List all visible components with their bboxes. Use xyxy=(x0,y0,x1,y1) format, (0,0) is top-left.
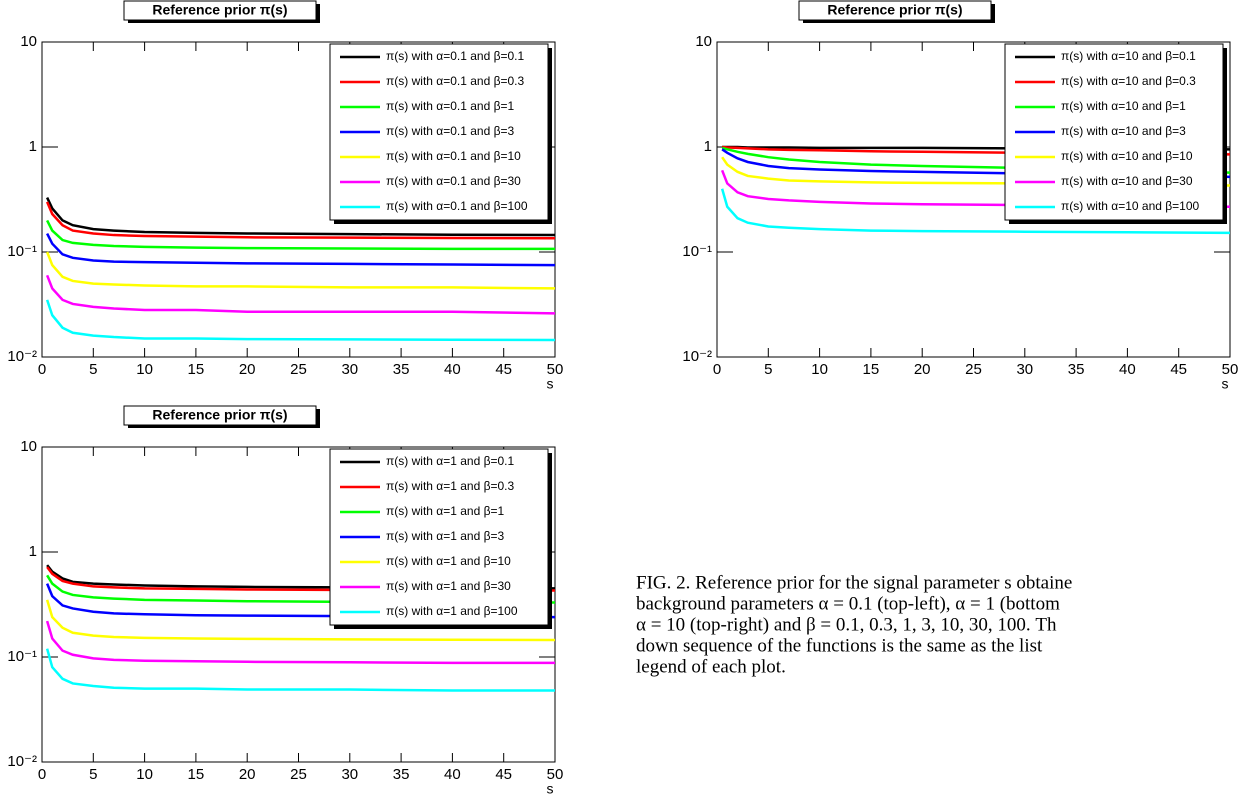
legend-label: π(s) with α=1 and β=10 xyxy=(386,554,511,568)
caption-line: legend of each plot. xyxy=(636,656,786,677)
title-box xyxy=(123,405,317,426)
y-tick-label: 10⁻¹ xyxy=(682,243,712,260)
x-tick-label: 50 xyxy=(1222,361,1239,378)
legend-label: π(s) with α=10 and β=0.3 xyxy=(1061,74,1196,88)
x-tick-label: 0 xyxy=(38,766,46,783)
x-tick-label: 30 xyxy=(341,361,358,378)
x-tick-label: 30 xyxy=(341,766,358,783)
series-line xyxy=(45,599,556,642)
caption-line: background parameters α = 0.1 (top-left)… xyxy=(636,593,1060,614)
legend-label: π(s) with α=1 and β=100 xyxy=(386,604,518,618)
chart-title: Reference prior π(s) xyxy=(152,407,287,423)
y-tick-label: 1 xyxy=(29,543,37,560)
legend-label: π(s) with α=10 and β=3 xyxy=(1061,124,1186,138)
chart: Reference prior π(s) 0 5 10 15 20 25 30 35 40 45 50… xyxy=(682,0,1239,392)
y-tick-label: 10 xyxy=(20,33,37,50)
series-line xyxy=(45,274,556,315)
y-tick-label: 1 xyxy=(704,138,712,155)
legend-label: π(s) with α=0.1 and β=0.1 xyxy=(386,49,525,63)
legend-label: π(s) with α=10 and β=100 xyxy=(1061,199,1200,213)
y-tick-label: 10⁻² xyxy=(7,348,37,365)
x-tick-label: 20 xyxy=(914,361,931,378)
y-tick-label: 10⁻² xyxy=(682,348,712,365)
x-tick-label: 0 xyxy=(713,361,721,378)
x-axis-label: s xyxy=(547,376,554,392)
x-tick-label: 40 xyxy=(1119,361,1136,378)
y-tick-label: 10⁻¹ xyxy=(7,648,37,665)
legend-label: π(s) with α=0.1 and β=100 xyxy=(386,199,528,213)
legend-label: π(s) with α=10 and β=30 xyxy=(1061,174,1193,188)
series-line xyxy=(45,620,555,665)
series-line xyxy=(45,648,555,692)
x-tick-label: 15 xyxy=(188,361,205,378)
x-tick-label: 5 xyxy=(89,766,97,783)
y-tick-label: 10⁻¹ xyxy=(7,243,37,260)
chart: Reference prior π(s) 0 5 10 15 20 25 30 35 40 45 50… xyxy=(7,405,564,797)
x-tick-label: 25 xyxy=(290,361,307,378)
legend-label: π(s) with α=1 and β=30 xyxy=(386,579,511,593)
x-tick-label: 50 xyxy=(547,766,564,783)
legend-label: π(s) with α=10 and β=0.1 xyxy=(1061,49,1196,63)
series-line xyxy=(46,219,555,251)
caption-line: α = 10 (top-right) and β = 0.1, 0.3, 1, … xyxy=(636,614,1057,635)
x-tick-label: 15 xyxy=(188,766,205,783)
x-tick-label: 45 xyxy=(495,361,512,378)
legend-label: π(s) with α=1 and β=1 xyxy=(386,504,504,518)
x-tick-label: 50 xyxy=(547,361,564,378)
legend-label: π(s) with α=1 and β=0.3 xyxy=(386,479,515,493)
x-tick-label: 5 xyxy=(89,361,97,378)
y-tick-label: 1 xyxy=(29,138,37,155)
series-line xyxy=(45,197,556,237)
x-tick-label: 5 xyxy=(764,361,772,378)
chart: Reference prior π(s) 0 5 10 15 20 25 30 35 40 45 50… xyxy=(7,0,564,392)
x-tick-label: 40 xyxy=(444,766,461,783)
x-tick-label: 40 xyxy=(444,361,461,378)
legend-label: π(s) with α=10 and β=10 xyxy=(1061,149,1193,163)
legend-label: π(s) with α=0.1 and β=30 xyxy=(386,174,521,188)
series-line xyxy=(45,299,556,342)
y-tick-label: 10 xyxy=(695,33,712,50)
legend-label: π(s) with α=1 and β=0.1 xyxy=(386,454,515,468)
series-line xyxy=(45,251,556,290)
x-tick-label: 35 xyxy=(393,361,410,378)
legend-label: π(s) with α=0.1 and β=3 xyxy=(386,124,515,138)
legend-label: π(s) with α=0.1 and β=1 xyxy=(386,99,515,113)
x-tick-label: 25 xyxy=(290,766,307,783)
x-tick-label: 20 xyxy=(239,361,256,378)
x-tick-label: 20 xyxy=(239,766,256,783)
y-tick-label: 10⁻² xyxy=(7,753,37,770)
x-axis-label: s xyxy=(1222,376,1229,392)
legend-label: π(s) with α=0.1 and β=0.3 xyxy=(386,74,525,88)
caption-line: down sequence of the functions is the sa… xyxy=(636,635,1043,656)
caption-line: FIG. 2. Reference prior for the signal p… xyxy=(636,572,1072,593)
x-tick-label: 45 xyxy=(495,766,512,783)
x-tick-label: 10 xyxy=(136,766,153,783)
y-tick-label: 10 xyxy=(20,438,37,455)
chart-title: Reference prior π(s) xyxy=(827,2,962,18)
x-tick-label: 35 xyxy=(393,766,410,783)
x-tick-label: 10 xyxy=(811,361,828,378)
legend-label: π(s) with α=0.1 and β=10 xyxy=(386,149,521,163)
x-tick-label: 25 xyxy=(965,361,982,378)
x-tick-label: 0 xyxy=(38,361,46,378)
title-box xyxy=(798,0,992,21)
x-tick-label: 45 xyxy=(1170,361,1187,378)
x-tick-label: 10 xyxy=(136,361,153,378)
x-tick-label: 30 xyxy=(1016,361,1033,378)
series-line xyxy=(720,188,1231,235)
title-box xyxy=(123,0,317,21)
series-line xyxy=(46,232,556,267)
x-axis-label: s xyxy=(547,781,554,797)
x-tick-label: 15 xyxy=(863,361,880,378)
series-line xyxy=(45,201,556,240)
x-tick-label: 35 xyxy=(1068,361,1085,378)
legend-label: π(s) with α=1 and β=3 xyxy=(386,529,504,543)
chart-title: Reference prior π(s) xyxy=(152,2,287,18)
legend-label: π(s) with α=10 and β=1 xyxy=(1061,99,1186,113)
